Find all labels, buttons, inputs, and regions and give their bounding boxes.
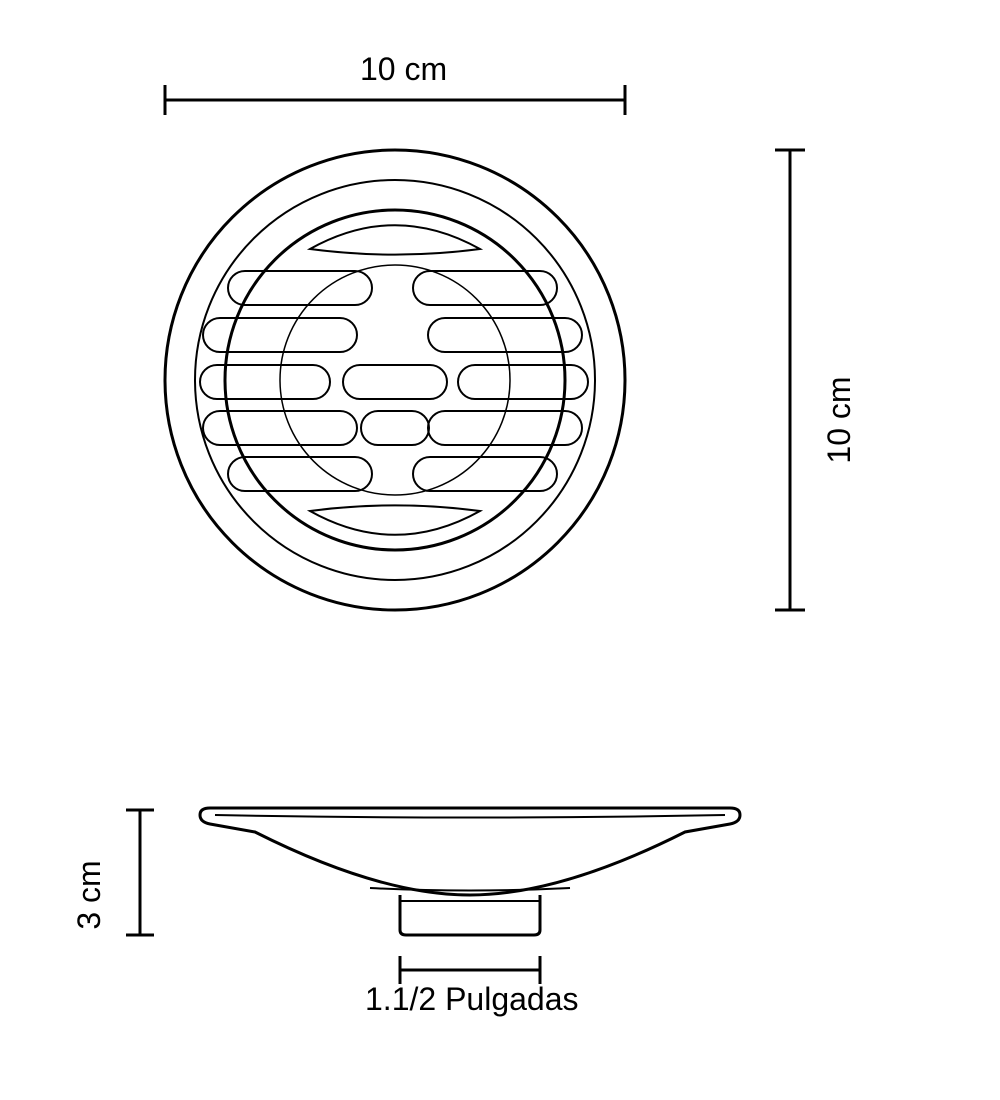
slot-pill [361, 411, 429, 445]
side-view: 3 cm 1.1/2 Pulgadas [71, 808, 740, 1017]
side-top-inner [215, 815, 725, 818]
slot-pill [203, 318, 357, 352]
slot-group [200, 225, 588, 535]
slot-pill [413, 271, 557, 305]
slot-pill [458, 365, 588, 399]
flange-inner-circle [195, 180, 595, 580]
slot-pill [200, 365, 330, 399]
side-profile [200, 808, 740, 895]
outer-circle [165, 150, 625, 610]
inner-construction-circle [280, 265, 510, 495]
slot-crescent [310, 505, 480, 534]
dim-pipe: 1.1/2 Pulgadas [365, 956, 579, 1017]
grate-inner-circle [225, 210, 565, 550]
side-bowl-bottom [370, 888, 570, 891]
slot-crescent [310, 225, 480, 254]
dim-top-label: 10 cm [360, 51, 447, 87]
dim-pipe-label: 1.1/2 Pulgadas [365, 981, 579, 1017]
slot-pill [203, 411, 357, 445]
dim-right: 10 cm [775, 150, 857, 610]
dim-top: 10 cm [165, 51, 625, 115]
diagram-canvas: 10 cm 10 cm 3 cm [0, 0, 1000, 1100]
slot-pill [228, 271, 372, 305]
slot-pill [343, 365, 447, 399]
top-view: 10 cm 10 cm [165, 51, 857, 610]
dim-right-label: 10 cm [821, 376, 857, 463]
dim-height-label: 3 cm [71, 860, 107, 929]
dim-height: 3 cm [71, 810, 154, 935]
